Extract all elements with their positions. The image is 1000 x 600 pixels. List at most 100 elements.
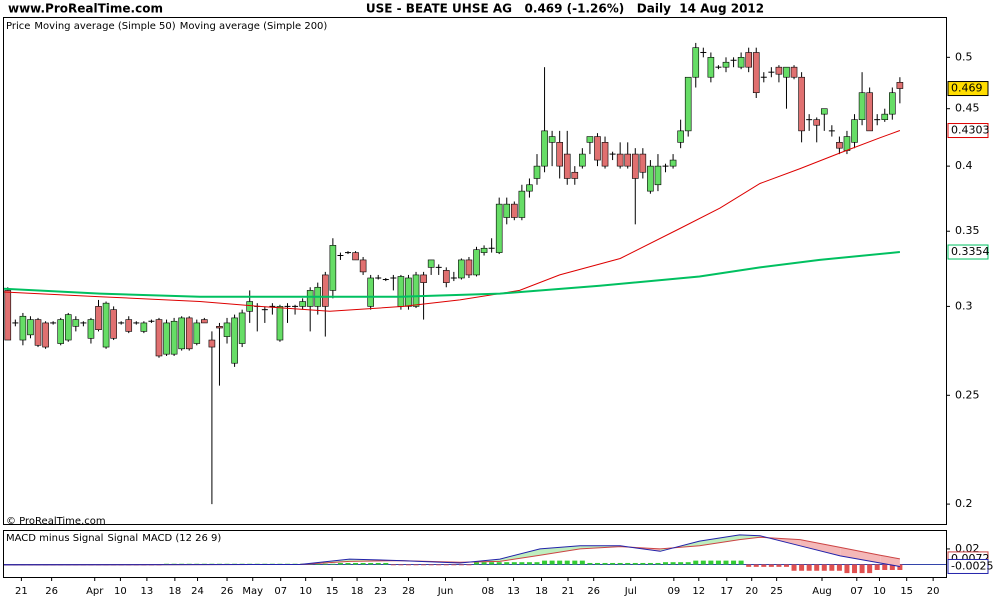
histogram-bar: [731, 560, 737, 565]
histogram-bar: [451, 564, 457, 566]
x-tick-label: 26: [45, 586, 58, 597]
macd-signal-fill: [800, 539, 841, 556]
candle-body: [866, 92, 873, 132]
histogram-bar: [489, 562, 495, 565]
macd-signal-fill: [840, 547, 881, 563]
histogram-bar: [655, 562, 661, 565]
histogram-bar: [421, 564, 427, 566]
histogram-bar: [844, 564, 850, 574]
histogram-bar: [768, 564, 774, 567]
histogram-bar: [330, 563, 336, 565]
candle-body: [170, 320, 178, 355]
candle-body: [397, 276, 405, 307]
x-tick-label: 21: [15, 586, 28, 597]
candle-body: [571, 171, 579, 179]
candle-body: [594, 136, 601, 161]
histogram-bar: [375, 562, 381, 565]
histogram-bar: [466, 564, 472, 566]
histogram-bar: [723, 560, 729, 565]
histogram-bar: [753, 564, 759, 567]
macd-signal-fill: [699, 534, 740, 546]
candle-body: [231, 317, 238, 364]
histogram-bar: [579, 560, 585, 565]
candle-body: [858, 92, 866, 120]
histogram-bar: [186, 563, 192, 565]
candle-body: [541, 130, 548, 167]
value-tag: [947, 123, 989, 139]
macd-panel: [3, 530, 947, 578]
candle-body: [155, 319, 163, 357]
histogram-bar: [693, 560, 699, 565]
x-tick-label: 18: [535, 586, 548, 597]
histogram-bar: [882, 564, 888, 570]
line: [3, 536, 900, 566]
candle-body: [533, 165, 541, 179]
candle-body: [19, 315, 27, 341]
x-tick-label: 13: [507, 586, 520, 597]
macd-legend: MACD minus Signal Signal MACD (12 26 9): [6, 533, 221, 544]
candle-body: [42, 322, 49, 348]
value-tag-label: -0.0025: [951, 559, 993, 572]
candle-body: [125, 319, 133, 332]
histogram-bar: [179, 563, 185, 565]
y-tick-label: 0.35: [955, 224, 980, 237]
candle-body: [420, 274, 427, 283]
histogram-bar: [746, 564, 752, 567]
candle-body: [4, 290, 12, 341]
legend-entry: MACD (12 26 9): [142, 533, 221, 544]
candle-body: [556, 142, 563, 167]
candle-body: [193, 322, 201, 344]
candle-body: [465, 259, 473, 276]
candle-body: [722, 61, 730, 68]
candle-body: [707, 57, 715, 78]
histogram-bar: [519, 562, 525, 565]
candle-body: [692, 47, 700, 78]
candle-body: [246, 301, 254, 312]
candle-body: [684, 76, 692, 132]
histogram-bar: [443, 564, 449, 566]
x-tick-label: 25: [770, 586, 783, 597]
x-tick-label: 15: [326, 586, 339, 597]
candle-body: [790, 66, 798, 78]
candle-body: [64, 314, 72, 341]
candle-body: [669, 159, 677, 167]
x-tick-label: 20: [745, 586, 758, 597]
candle-body: [881, 113, 889, 120]
histogram-bar: [390, 564, 396, 566]
histogram-bar: [602, 562, 608, 565]
candle-body: [223, 322, 231, 337]
histogram-bar: [315, 563, 321, 565]
histogram-bar: [557, 560, 563, 565]
x-tick-label: 10: [299, 586, 312, 597]
legend-entry: MACD minus Signal: [6, 533, 103, 544]
histogram-bar: [337, 562, 343, 565]
candle-body: [647, 165, 654, 192]
legend-entry: Moving average (Simple 200): [180, 21, 328, 32]
value-tag-label: 0.469: [951, 82, 983, 95]
candle-body: [737, 57, 745, 68]
candle-body: [889, 92, 896, 115]
candle-body: [412, 274, 420, 307]
x-tick-label: 20: [927, 586, 940, 597]
candle-body: [813, 119, 821, 126]
candle-body: [178, 317, 185, 350]
histogram-bar: [496, 562, 502, 565]
histogram-bar: [821, 564, 827, 571]
histogram-bar: [458, 564, 464, 566]
histogram-bar: [345, 562, 351, 565]
histogram-bar: [715, 560, 721, 565]
candle-body: [511, 203, 518, 218]
histogram-bar: [542, 560, 548, 565]
value-tag-label: 0.4303: [951, 124, 990, 137]
histogram-bar: [617, 562, 623, 565]
histogram-bar: [791, 564, 797, 571]
histogram-bar: [436, 564, 442, 566]
histogram-bar: [610, 562, 616, 565]
candle-body: [367, 277, 374, 307]
x-tick-label: 26: [587, 586, 600, 597]
histogram-bar: [594, 562, 600, 565]
site: www.ProRealTime.com: [8, 2, 163, 16]
candle-body: [631, 153, 639, 179]
